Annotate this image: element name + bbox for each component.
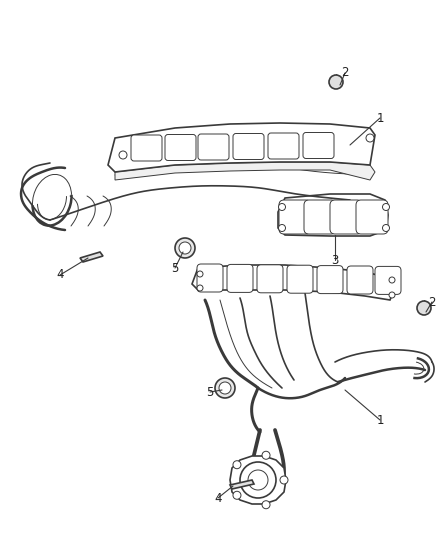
Circle shape xyxy=(382,204,389,211)
Polygon shape xyxy=(192,265,395,300)
FancyBboxPatch shape xyxy=(227,264,253,293)
Circle shape xyxy=(248,470,268,490)
Circle shape xyxy=(389,292,395,298)
Circle shape xyxy=(179,242,191,254)
Circle shape xyxy=(175,238,195,258)
Circle shape xyxy=(366,134,374,142)
Circle shape xyxy=(262,451,270,459)
FancyBboxPatch shape xyxy=(257,265,283,293)
Circle shape xyxy=(389,277,395,283)
FancyBboxPatch shape xyxy=(303,133,334,158)
FancyBboxPatch shape xyxy=(287,265,313,293)
FancyBboxPatch shape xyxy=(375,266,401,294)
FancyBboxPatch shape xyxy=(165,134,196,160)
Text: 3: 3 xyxy=(331,254,339,266)
Circle shape xyxy=(233,491,241,499)
FancyBboxPatch shape xyxy=(198,134,229,160)
Text: 5: 5 xyxy=(206,385,214,399)
Text: 5: 5 xyxy=(171,262,179,274)
FancyBboxPatch shape xyxy=(279,200,311,234)
Polygon shape xyxy=(278,194,388,236)
FancyBboxPatch shape xyxy=(131,135,162,161)
FancyBboxPatch shape xyxy=(197,264,223,292)
Circle shape xyxy=(280,476,288,484)
FancyBboxPatch shape xyxy=(347,266,373,294)
Text: 4: 4 xyxy=(56,269,64,281)
Circle shape xyxy=(279,224,286,231)
FancyBboxPatch shape xyxy=(356,200,388,234)
FancyBboxPatch shape xyxy=(233,133,264,159)
Polygon shape xyxy=(108,123,375,172)
FancyBboxPatch shape xyxy=(268,133,299,159)
Circle shape xyxy=(219,382,231,394)
Text: 4: 4 xyxy=(214,491,222,505)
Circle shape xyxy=(233,461,241,469)
Circle shape xyxy=(197,285,203,291)
Text: 1: 1 xyxy=(376,414,384,426)
Circle shape xyxy=(262,500,270,508)
Circle shape xyxy=(417,301,431,315)
Circle shape xyxy=(279,204,286,211)
Circle shape xyxy=(119,151,127,159)
Circle shape xyxy=(329,75,343,89)
Polygon shape xyxy=(230,456,286,504)
FancyBboxPatch shape xyxy=(317,265,343,294)
FancyBboxPatch shape xyxy=(304,200,336,234)
Circle shape xyxy=(240,462,276,498)
Circle shape xyxy=(382,224,389,231)
Text: 2: 2 xyxy=(428,295,436,309)
Text: 2: 2 xyxy=(341,67,349,79)
Polygon shape xyxy=(80,252,103,262)
Text: 1: 1 xyxy=(376,111,384,125)
Circle shape xyxy=(197,271,203,277)
Polygon shape xyxy=(230,480,254,489)
FancyBboxPatch shape xyxy=(330,200,362,234)
Polygon shape xyxy=(115,162,375,180)
Circle shape xyxy=(215,378,235,398)
